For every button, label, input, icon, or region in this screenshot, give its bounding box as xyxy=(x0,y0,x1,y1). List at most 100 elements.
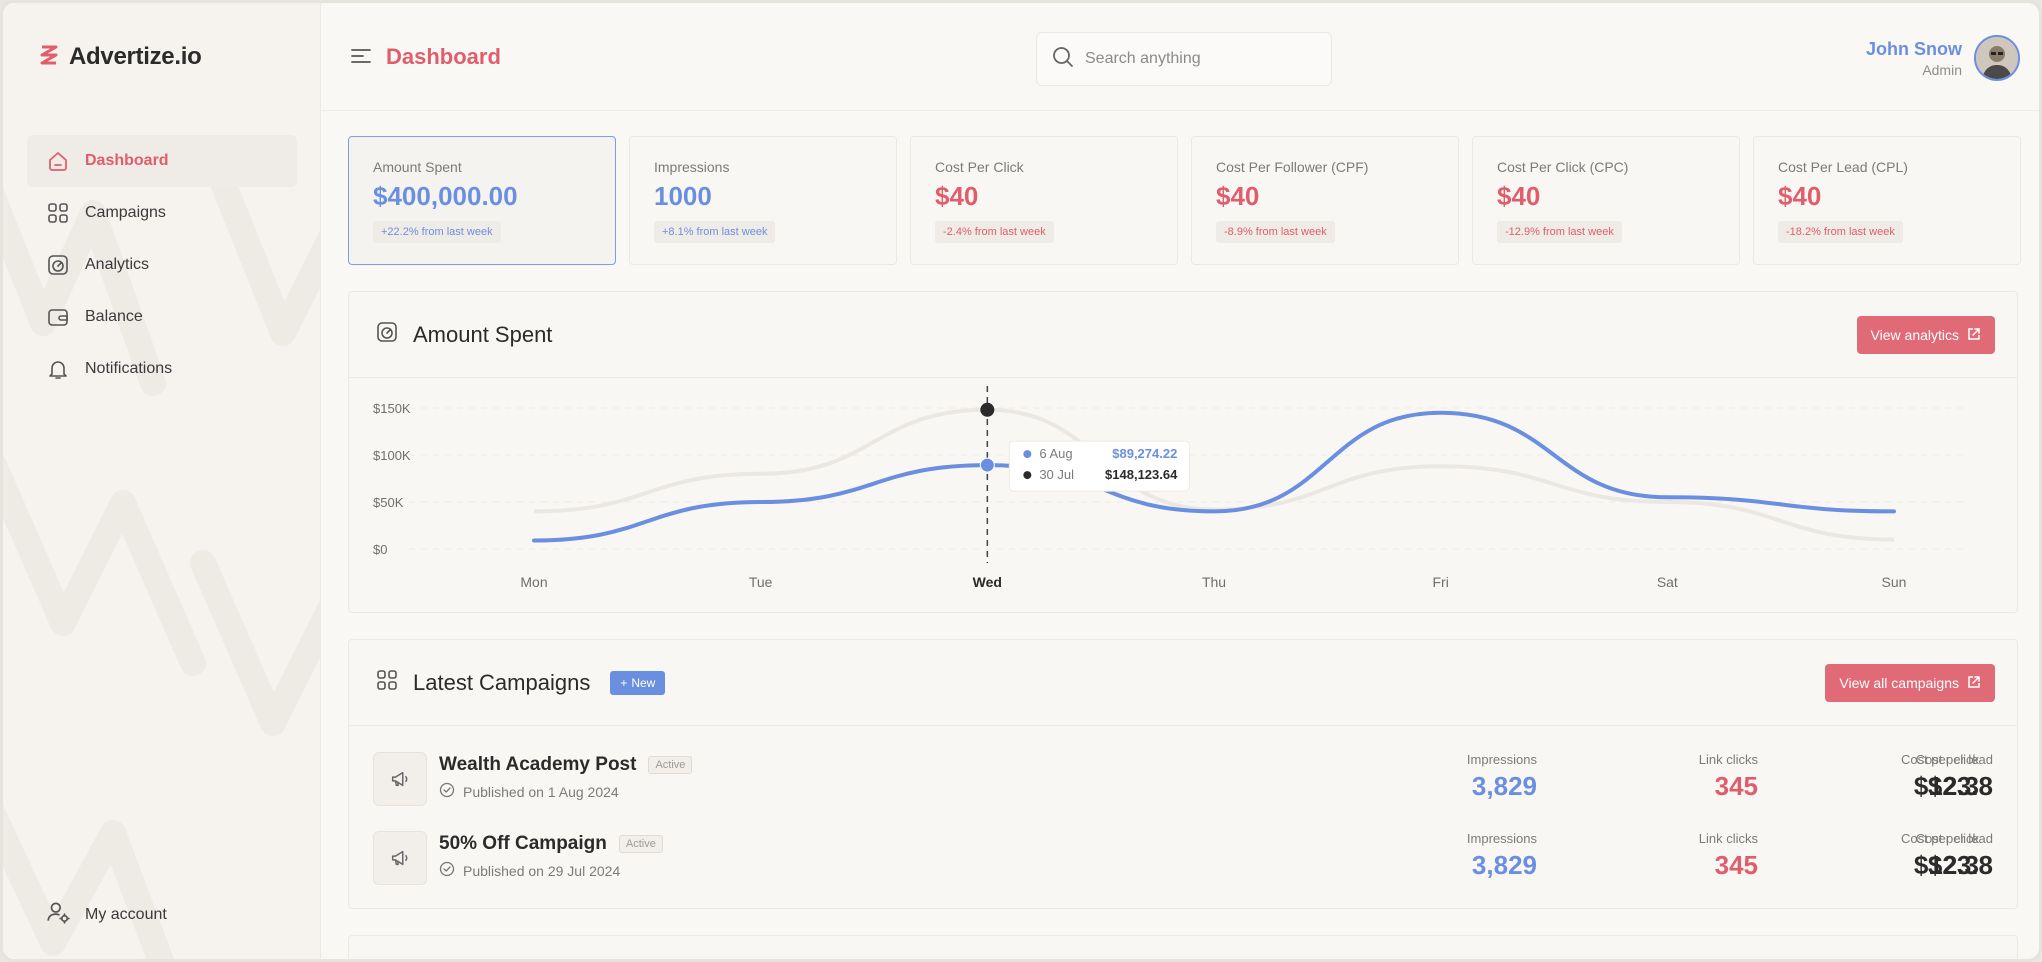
sidebar-item-label: Notifications xyxy=(85,360,173,377)
stat-delta: -8.9% from last week xyxy=(1216,221,1335,243)
gauge-icon xyxy=(45,252,71,278)
panel-title: Latest Campaigns + New xyxy=(375,668,666,698)
external-link-icon xyxy=(1967,327,1981,344)
check-circle-icon xyxy=(439,861,455,880)
sidebar-item-analytics[interactable]: Analytics xyxy=(27,239,297,291)
latest-campaigns-panel: Latest Campaigns + New View all campaign… xyxy=(348,639,2018,909)
search-icon xyxy=(1051,45,1075,74)
campaign-row[interactable]: Wealth Academy Post Active Published on … xyxy=(373,750,1993,808)
tooltip-value: $148,123.64 xyxy=(1105,467,1178,482)
logo[interactable]: Advertize.io xyxy=(39,43,202,71)
data-point-6-aug xyxy=(979,457,995,473)
metric-label: Cost per click xyxy=(1900,752,1979,767)
stat-card-impressions[interactable]: Impressions 1000 +8.1% from last week xyxy=(629,136,897,265)
my-account-label: My account xyxy=(85,905,167,923)
stat-card-amount-spent[interactable]: Amount Spent $400,000.00 +22.2% from las… xyxy=(348,136,616,265)
check-circle-icon xyxy=(439,782,455,801)
metric-label: Link clicks xyxy=(1698,752,1758,767)
user-settings-icon xyxy=(45,899,71,930)
stat-delta: -18.2% from last week xyxy=(1778,221,1903,243)
search-box[interactable] xyxy=(1036,32,1332,86)
user-role: Admin xyxy=(1922,61,1962,78)
wallet-icon xyxy=(45,304,71,330)
sidebar-item-campaigns[interactable]: Campaigns xyxy=(27,187,297,239)
avatar[interactable] xyxy=(1974,35,2020,81)
published-text: Published on 29 Jul 2024 xyxy=(463,862,621,879)
metric-value: 345 xyxy=(1714,850,1758,880)
metric-label: Link clicks xyxy=(1698,831,1758,846)
x-tick-label: Thu xyxy=(1202,574,1226,590)
metric-value: $12.3 xyxy=(1913,850,1979,880)
user-profile[interactable]: John Snow Admin xyxy=(1866,35,2020,81)
stat-value: $40 xyxy=(1778,181,1822,211)
app-name: Advertize.io xyxy=(69,43,202,70)
search-input[interactable] xyxy=(1085,50,1325,68)
sidebar-item-notifications[interactable]: Notifications xyxy=(27,343,297,395)
y-tick-label: $100K xyxy=(373,448,411,463)
panel-title: Amount Spent xyxy=(375,320,552,350)
stat-value: $40 xyxy=(1497,181,1541,211)
sidebar-item-balance[interactable]: Balance xyxy=(27,291,297,343)
y-tick-label: $150K xyxy=(373,401,411,416)
tooltip-dot xyxy=(1023,450,1032,459)
view-all-campaigns-button[interactable]: View all campaigns xyxy=(1825,664,1995,702)
metric-cost-per-click: Cost per click $12.3 xyxy=(1819,831,1979,881)
panel-title-text: Latest Campaigns xyxy=(413,670,591,695)
stat-card-cpf[interactable]: Cost Per Follower (CPF) $40 -8.9% from l… xyxy=(1191,136,1459,265)
x-tick-label: Sun xyxy=(1882,574,1907,590)
stat-value: $40 xyxy=(935,181,979,211)
stat-label: Impressions xyxy=(654,159,730,175)
stat-delta: -12.9% from last week xyxy=(1497,221,1622,243)
button-label: View analytics xyxy=(1870,327,1959,343)
campaign-title: Wealth Academy Post Active xyxy=(439,754,693,776)
page-title: Dashboard xyxy=(386,44,501,69)
metric-value: 3,829 xyxy=(1471,771,1537,801)
megaphone-icon xyxy=(373,831,427,885)
stat-card-cpl[interactable]: Cost Per Lead (CPL) $40 -18.2% from last… xyxy=(1753,136,2021,265)
metric-cost-per-click: Cost per click $12.3 xyxy=(1819,752,1979,802)
metric-cost-per-lead: Cost per lead $23.8 xyxy=(1839,752,1993,802)
metric-value: $23.8 xyxy=(1927,771,1993,801)
panel-header: Amount Spent View analytics xyxy=(349,292,2017,378)
metric-value: 345 xyxy=(1714,771,1758,801)
amount-spent-chart[interactable]: $0 $50K $100K $150K Mon Tue Wed Thu Fri Sat Sun 6 A… xyxy=(349,378,2017,612)
bell-icon xyxy=(45,356,71,382)
published-text: Published on 1 Aug 2024 xyxy=(463,783,619,800)
campaign-date: Published on 29 Jul 2024 xyxy=(439,861,620,880)
metric-impressions: Impressions 3,829 xyxy=(1377,831,1537,881)
campaign-title: 50% Off Campaign Active xyxy=(439,833,663,855)
new-campaign-button[interactable]: + New xyxy=(610,671,666,695)
logo-icon xyxy=(40,45,58,65)
sidebar-item-label: Analytics xyxy=(85,256,150,273)
stat-label: Amount Spent xyxy=(373,159,462,175)
grid-icon xyxy=(45,200,71,226)
series-line-6-aug xyxy=(532,410,1896,543)
metric-label: Cost per lead xyxy=(1915,831,1993,846)
plus-icon: + xyxy=(620,676,628,690)
stat-label: Cost Per Click xyxy=(935,159,1024,175)
metric-link-clicks: Link clicks 345 xyxy=(1598,831,1758,881)
stats-row: Amount Spent $400,000.00 +22.2% from las… xyxy=(348,136,2021,265)
stat-card-cost-per-click[interactable]: Cost Per Click $40 -2.4% from last week xyxy=(910,136,1178,265)
y-tick-label: $50K xyxy=(373,495,404,510)
metric-label: Impressions xyxy=(1466,752,1537,767)
user-name: John Snow xyxy=(1866,38,1962,59)
my-account-link[interactable]: My account xyxy=(45,899,167,930)
campaign-title-text: Wealth Academy Post xyxy=(439,754,637,775)
home-icon xyxy=(45,148,71,174)
stat-card-cpc[interactable]: Cost Per Click (CPC) $40 -12.9% from las… xyxy=(1472,136,1740,265)
tooltip-value: $89,274.22 xyxy=(1112,446,1177,461)
metric-value: $23.8 xyxy=(1927,850,1993,880)
external-link-icon xyxy=(1967,675,1981,692)
x-tick-label: Fri xyxy=(1433,574,1449,590)
amount-spent-panel: Amount Spent View analytics $0 $50K $100K $… xyxy=(348,291,2018,613)
sidebar: Advertize.io Dashboard Campaigns Analyti… xyxy=(3,3,321,959)
series-line-30-jul xyxy=(533,407,1895,542)
view-analytics-button[interactable]: View analytics xyxy=(1856,316,1995,354)
metric-label: Impressions xyxy=(1466,831,1537,846)
sidebar-item-dashboard[interactable]: Dashboard xyxy=(27,135,297,187)
y-tick-label: $0 xyxy=(373,542,387,557)
menu-toggle-icon[interactable] xyxy=(350,47,372,70)
campaign-row[interactable]: 50% Off Campaign Active Published on 29 … xyxy=(373,829,1993,887)
